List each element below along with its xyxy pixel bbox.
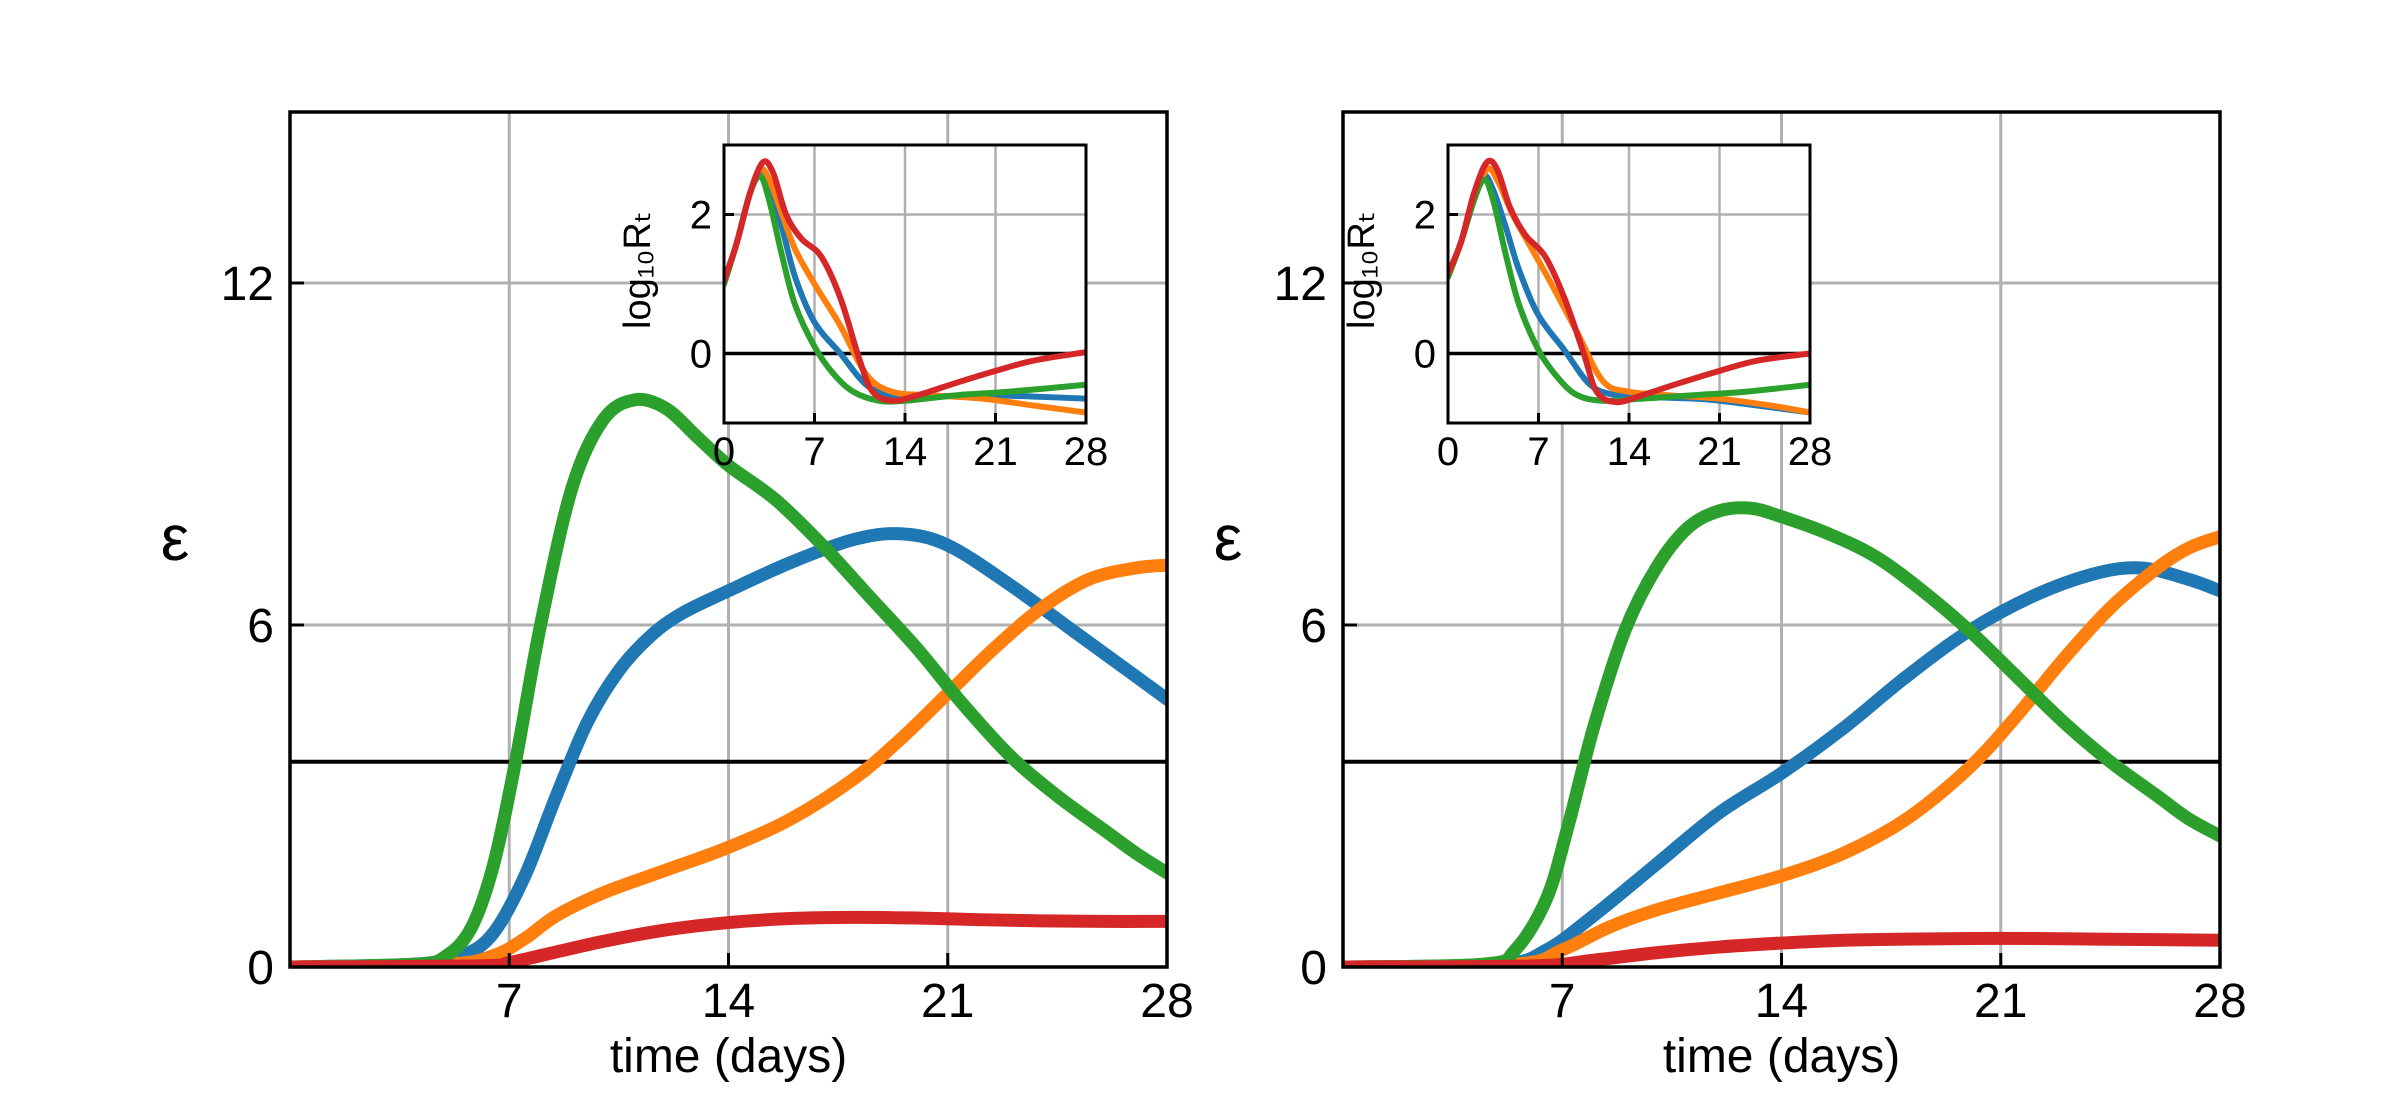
- x-tick-label: 7: [496, 975, 523, 1028]
- series-line-orange: [1343, 530, 2220, 967]
- x-tick-label: 21: [1974, 975, 2027, 1028]
- series-line-red: [290, 910, 1167, 967]
- series-line-blue: [290, 527, 1167, 967]
- x-tick-label: 28: [1064, 430, 1109, 474]
- series-line-orange: [290, 558, 1167, 967]
- x-tick-label: 21: [921, 975, 974, 1028]
- inset-y-axis-label: log₁₀Rₜ: [617, 211, 659, 329]
- x-tick-label: 14: [883, 430, 928, 474]
- y-tick-label: 0: [247, 942, 274, 995]
- y-tick-label: 0: [690, 333, 712, 377]
- x-tick-label: 28: [1140, 975, 1193, 1028]
- x-tick-label: 28: [2193, 975, 2246, 1028]
- y-tick-label: 6: [247, 600, 274, 653]
- x-tick-label: 28: [1788, 430, 1833, 474]
- series-line-green: [290, 392, 1167, 967]
- y-tick-label: 2: [690, 194, 712, 238]
- y-axis-label: ε: [161, 502, 190, 574]
- inset-y-axis-label: log₁₀Rₜ: [1341, 211, 1383, 329]
- x-tick-label: 14: [1607, 430, 1652, 474]
- y-tick-label: 2: [1414, 194, 1436, 238]
- right-inset-chart: 0 7 14 21 28 0 2 log₁₀Rₜ: [1341, 143, 1833, 474]
- y-tick-label: 12: [221, 258, 274, 311]
- x-tick-label: 7: [1549, 975, 1576, 1028]
- x-tick-label: 7: [1527, 430, 1549, 474]
- y-tick-label: 12: [1274, 258, 1327, 311]
- series-line-red: [1343, 931, 2220, 967]
- left-inset-chart: 0 7 14 21 28 0 2 log₁₀Rₜ: [617, 143, 1109, 474]
- x-tick-label: 7: [803, 430, 825, 474]
- series-line-blue: [1343, 561, 2220, 967]
- x-axis-label: time (days): [1663, 1030, 1900, 1083]
- x-axis-label: time (days): [610, 1030, 847, 1083]
- x-tick-label: 21: [1697, 430, 1742, 474]
- series-line-green: [1343, 501, 2220, 967]
- y-tick-label: 0: [1300, 942, 1327, 995]
- y-tick-label: 6: [1300, 600, 1327, 653]
- x-tick-label: 21: [973, 430, 1018, 474]
- x-tick-label: 14: [1755, 975, 1808, 1028]
- x-tick-label: 0: [713, 430, 735, 474]
- y-tick-label: 0: [1414, 333, 1436, 377]
- series-line-red: [724, 158, 1086, 404]
- series-line-red: [1448, 157, 1810, 406]
- x-tick-label: 0: [1437, 430, 1459, 474]
- x-tick-label: 14: [702, 975, 755, 1028]
- y-axis-label: ε: [1214, 502, 1243, 574]
